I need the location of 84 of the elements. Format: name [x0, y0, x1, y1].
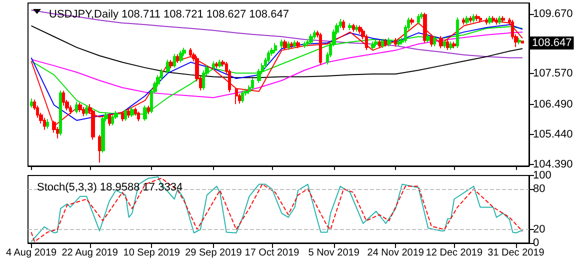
candlestick — [251, 77, 254, 90]
candlestick — [30, 98, 33, 108]
candlestick — [46, 118, 49, 130]
candlestick — [521, 40, 524, 44]
candlestick — [283, 39, 287, 51]
x-tick-label: 4 Aug 2019 — [6, 248, 57, 258]
candlestick — [378, 39, 381, 49]
candlestick — [417, 14, 420, 25]
candlestick — [124, 108, 127, 122]
candlestick — [433, 35, 436, 47]
candlestick — [498, 15, 501, 25]
y-tick-label: 104.390 — [533, 158, 573, 170]
candlestick — [309, 34, 313, 45]
candlestick — [381, 38, 384, 49]
candlestick — [449, 40, 453, 50]
candlestick — [212, 60, 215, 70]
candlestick — [78, 102, 82, 113]
candlestick — [280, 38, 283, 49]
candlestick — [296, 40, 300, 49]
candlestick — [189, 48, 192, 58]
x-tick-label: 12 Dec 2019 — [426, 248, 483, 258]
candlestick — [452, 41, 456, 49]
candlestick — [215, 61, 218, 69]
y-tick-label: 0 — [533, 237, 540, 249]
candlestick — [387, 37, 391, 47]
x-tick-label: 22 Aug 2019 — [62, 248, 118, 258]
line-series — [30, 10, 523, 58]
candlestick — [218, 59, 222, 68]
x-tick-label: 29 Sep 2019 — [185, 248, 242, 258]
candlestick — [290, 42, 293, 49]
candlestick — [137, 111, 140, 122]
y-tick-label: 107.570 — [533, 68, 573, 80]
y-tick-label: 109.670 — [533, 8, 573, 20]
candlestick — [488, 15, 492, 25]
y-tick-label: 80 — [533, 183, 546, 195]
candlestick — [394, 38, 397, 48]
candlestick — [179, 50, 183, 64]
y-tick-label: 20 — [533, 224, 546, 236]
candlestick — [430, 34, 433, 48]
candlestick — [472, 14, 475, 23]
candlestick — [410, 17, 414, 26]
candlestick — [465, 15, 469, 25]
text: 108.647 — [532, 36, 572, 49]
candlestick — [371, 40, 375, 50]
candlestick — [62, 90, 65, 106]
candlestick — [274, 42, 277, 54]
candlestick — [439, 36, 443, 49]
y-tick-label: 106.490 — [533, 98, 573, 110]
candlestick — [348, 22, 352, 31]
candlestick — [352, 23, 355, 32]
candlestick — [169, 59, 173, 69]
candlestick — [384, 38, 388, 48]
candlestick — [101, 116, 105, 154]
y-tick-label: 105.440 — [533, 128, 573, 140]
x-tick-label: 24 Nov 2019 — [367, 248, 424, 258]
x-tick-label: 10 Sep 2019 — [123, 248, 180, 258]
candlestick — [319, 32, 322, 66]
candlestick — [303, 40, 306, 49]
candlestick — [98, 134, 101, 164]
candlestick — [443, 38, 446, 49]
candlestick — [518, 37, 521, 45]
candlestick — [397, 38, 401, 47]
candlestick — [287, 40, 290, 51]
candlestick — [241, 90, 244, 104]
candlestick — [426, 34, 430, 44]
line-series — [30, 25, 523, 78]
candlestick — [374, 38, 378, 47]
candlestick — [173, 54, 176, 68]
candlestick — [59, 90, 62, 136]
candlestick — [235, 87, 238, 105]
x-tick-label: 5 Nov 2019 — [308, 248, 360, 258]
candlestick — [121, 110, 124, 122]
candlestick — [293, 40, 296, 49]
candlestick — [342, 19, 345, 31]
line-series — [30, 32, 523, 98]
candlestick — [82, 106, 85, 117]
x-tick-label: 31 Dec 2019 — [488, 248, 545, 258]
candlestick — [147, 105, 150, 115]
candlestick — [166, 59, 170, 74]
candlestick — [355, 24, 358, 32]
x-tick-label: 17 Oct 2019 — [244, 248, 300, 258]
y-tick-label: 100 — [533, 170, 552, 182]
candlestick — [176, 54, 179, 64]
candlestick — [446, 39, 449, 51]
